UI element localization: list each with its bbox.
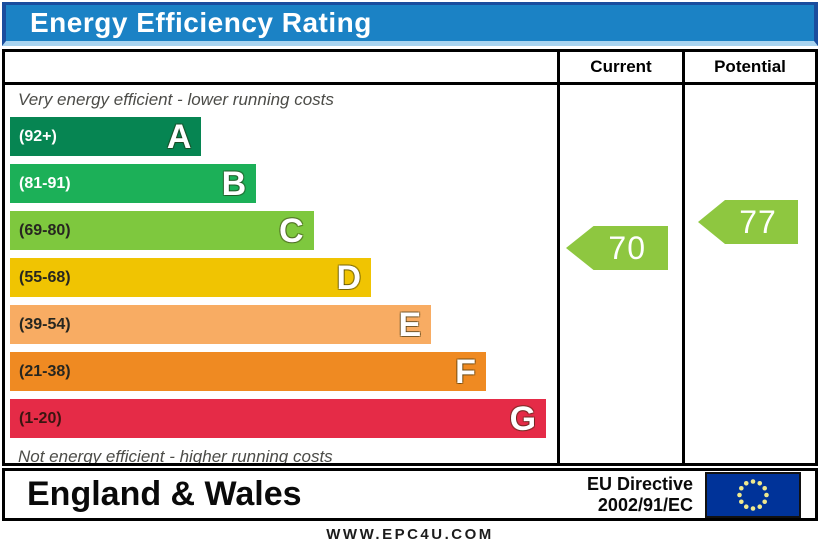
band-a-range: (92+) <box>19 127 57 145</box>
note-not-efficient: Not energy efficient - higher running co… <box>18 447 333 463</box>
bands-column: Very energy efficient - lower running co… <box>5 85 560 463</box>
eu-flag-icon <box>705 471 801 518</box>
band-b: (81-91) B <box>10 164 257 203</box>
band-c-letter: C <box>279 211 304 250</box>
page-title: Energy Efficiency Rating <box>30 7 372 38</box>
band-d-range: (55-68) <box>19 268 71 286</box>
website-label: WWW.EPC4U.COM <box>326 525 494 543</box>
band-a-letter: A <box>166 117 192 156</box>
header-blank-cell <box>5 52 560 85</box>
potential-rating-arrow: 77 <box>698 200 798 244</box>
region-label: England & Wales <box>27 475 302 513</box>
header-current: Current <box>560 52 685 85</box>
band-d-letter: D <box>336 258 362 297</box>
title-bar: Energy Efficiency Rating <box>2 2 818 46</box>
band-f-range: (21-38) <box>19 362 71 380</box>
eu-directive-line2: 2002/91/EC <box>597 494 693 515</box>
band-c: (69-80) C <box>10 211 314 250</box>
band-g: (1-20) G <box>10 399 547 438</box>
band-e-letter: E <box>398 305 422 344</box>
note-efficient: Very energy efficient - lower running co… <box>18 90 334 109</box>
footer-bar: England & Wales EU Directive 2002/91/EC <box>2 468 818 521</box>
current-rating-arrow: 70 <box>566 226 668 270</box>
band-c-range: (69-80) <box>19 221 71 239</box>
current-rating-value: 70 <box>608 229 646 266</box>
rating-table: Current Potential Very energy efficient … <box>2 49 818 466</box>
band-b-range: (81-91) <box>19 174 71 192</box>
eu-directive-label: EU Directive 2002/91/EC <box>587 474 693 515</box>
current-column: 70 <box>560 85 685 463</box>
potential-column: 77 <box>685 85 815 463</box>
band-f-letter: F <box>455 352 476 391</box>
band-e: (39-54) E <box>10 305 432 344</box>
header-potential: Potential <box>685 52 815 85</box>
band-d: (55-68) D <box>10 258 372 297</box>
band-g-letter: G <box>509 399 537 438</box>
band-e-range: (39-54) <box>19 315 71 333</box>
band-g-range: (1-20) <box>19 409 62 427</box>
potential-rating-value: 77 <box>739 203 777 240</box>
band-b-letter: B <box>221 164 247 203</box>
eu-directive-line1: EU Directive <box>586 473 693 494</box>
band-f: (21-38) F <box>10 352 486 391</box>
band-a: (92+) A <box>10 117 202 156</box>
